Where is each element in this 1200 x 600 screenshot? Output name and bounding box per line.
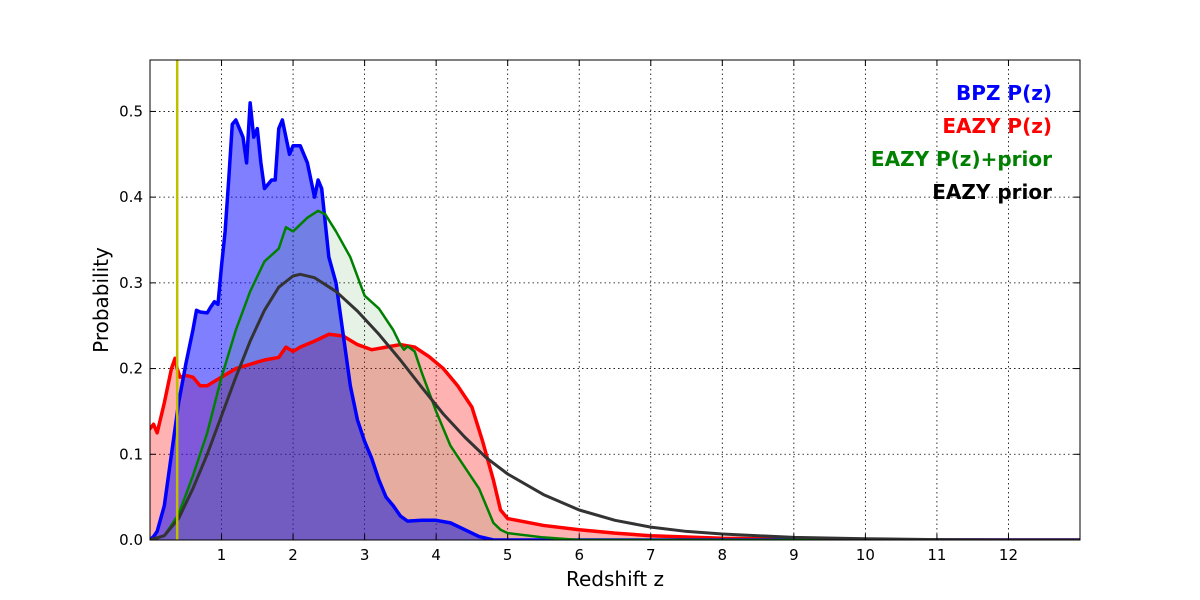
legend: BPZ P(z) EAZY P(z) EAZY P(z)+prior EAZY pri… <box>871 81 1052 204</box>
x-tick-label: 9 <box>789 546 799 564</box>
x-tick-label: 2 <box>288 546 298 564</box>
y-tick-label: 0.0 <box>119 531 143 549</box>
x-tick-label: 10 <box>856 546 875 564</box>
y-tick-label: 0.3 <box>119 274 143 292</box>
x-tick-label: 3 <box>360 546 370 564</box>
series-lines <box>150 101 1080 540</box>
legend-entry-eazy-prior: EAZY prior <box>932 180 1052 204</box>
x-tick-label: 11 <box>927 546 946 564</box>
x-tick-label: 6 <box>574 546 584 564</box>
y-tick-label: 0.5 <box>119 102 143 120</box>
x-axis-title: Redshift z <box>566 567 664 591</box>
y-tick-label: 0.2 <box>119 360 143 378</box>
x-tick-label: 8 <box>718 546 728 564</box>
series-line-bpz-p-z <box>150 101 1080 540</box>
x-tick-label: 5 <box>503 546 513 564</box>
series-line-eazy-prior <box>150 272 1080 540</box>
legend-entry-eazy-p-z: EAZY P(z) <box>942 114 1052 138</box>
legend-entry-bpz-p-z: BPZ P(z) <box>956 81 1052 105</box>
x-tick-label: 4 <box>431 546 441 564</box>
y-tick-label: 0.4 <box>119 188 143 206</box>
plot-frame <box>149 59 1081 541</box>
series-line-eazy-p-z-prior <box>150 209 1080 540</box>
x-tick-label: 1 <box>217 546 227 564</box>
legend-entry-eazy-p-z-prior: EAZY P(z)+prior <box>871 147 1052 171</box>
y-axis-title: Probability <box>89 247 113 353</box>
axis-ticks: 1 2 3 4 5 6 7 8 9 10 11 120.00.10.20.30.40.5 <box>119 60 1080 564</box>
series-fill-eazy-p-z-prior <box>150 210 1080 540</box>
x-tick-label: 12 <box>999 546 1018 564</box>
x-tick-label: 7 <box>646 546 656 564</box>
y-tick-label: 0.1 <box>119 445 143 463</box>
